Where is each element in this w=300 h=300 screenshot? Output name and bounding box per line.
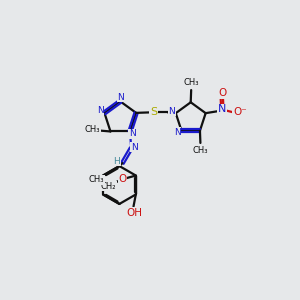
Text: CH₃: CH₃ [88, 175, 104, 184]
Text: OH: OH [126, 208, 142, 218]
Text: H: H [113, 157, 120, 166]
Text: N: N [129, 129, 136, 138]
Text: N: N [218, 104, 226, 115]
Text: N: N [174, 128, 181, 137]
Text: O: O [218, 88, 226, 98]
Text: O: O [118, 175, 127, 184]
Text: CH₃: CH₃ [193, 146, 208, 155]
Text: N: N [97, 106, 104, 115]
Text: O⁻: O⁻ [233, 106, 247, 116]
Text: CH₃: CH₃ [85, 125, 100, 134]
Text: N: N [168, 107, 175, 116]
Text: CH₂: CH₂ [101, 182, 116, 191]
Text: N: N [131, 143, 138, 152]
Text: CH₃: CH₃ [184, 78, 199, 87]
Text: N: N [118, 93, 124, 102]
Text: S: S [150, 107, 157, 117]
